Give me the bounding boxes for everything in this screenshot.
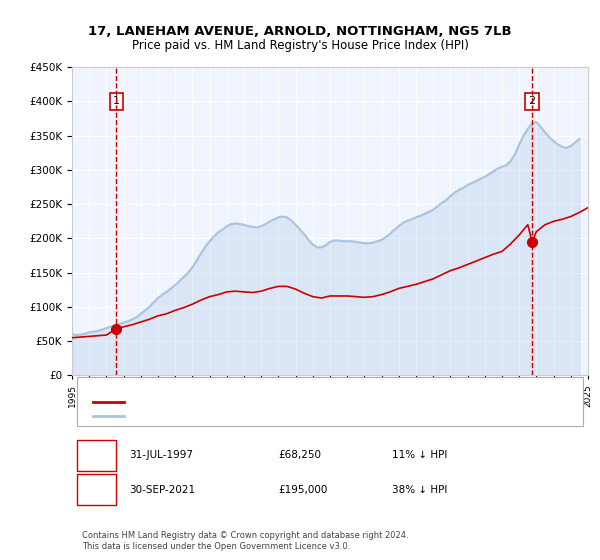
Text: 11% ↓ HPI: 11% ↓ HPI <box>392 450 447 460</box>
FancyBboxPatch shape <box>77 377 583 426</box>
Text: 17, LANEHAM AVENUE, ARNOLD, NOTTINGHAM, NG5 7LB (detached house): 17, LANEHAM AVENUE, ARNOLD, NOTTINGHAM, … <box>134 397 503 407</box>
Text: 31-JUL-1997: 31-JUL-1997 <box>129 450 193 460</box>
FancyBboxPatch shape <box>77 440 116 471</box>
Text: £68,250: £68,250 <box>278 450 322 460</box>
Text: 1: 1 <box>113 96 120 106</box>
Text: 2: 2 <box>92 485 100 495</box>
Text: £195,000: £195,000 <box>278 485 328 495</box>
Text: 38% ↓ HPI: 38% ↓ HPI <box>392 485 447 495</box>
Text: Contains HM Land Registry data © Crown copyright and database right 2024.
This d: Contains HM Land Registry data © Crown c… <box>82 531 409 551</box>
Text: 30-SEP-2021: 30-SEP-2021 <box>129 485 195 495</box>
Text: 1: 1 <box>92 450 100 460</box>
Text: Price paid vs. HM Land Registry's House Price Index (HPI): Price paid vs. HM Land Registry's House … <box>131 39 469 52</box>
Text: HPI: Average price, detached house, Gedling: HPI: Average price, detached house, Gedl… <box>134 411 352 421</box>
Text: 2: 2 <box>529 96 536 106</box>
FancyBboxPatch shape <box>77 474 116 506</box>
Text: 17, LANEHAM AVENUE, ARNOLD, NOTTINGHAM, NG5 7LB: 17, LANEHAM AVENUE, ARNOLD, NOTTINGHAM, … <box>88 25 512 38</box>
